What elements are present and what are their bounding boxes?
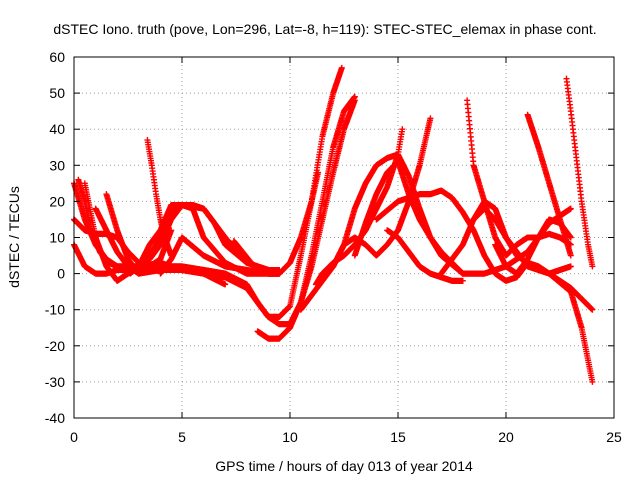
- data-series: [71, 64, 596, 385]
- chart-title: dSTEC Iono. truth (pove, Lon=296, Lat=-8…: [53, 21, 596, 37]
- data-point: [338, 64, 345, 71]
- series-2: [254, 97, 358, 342]
